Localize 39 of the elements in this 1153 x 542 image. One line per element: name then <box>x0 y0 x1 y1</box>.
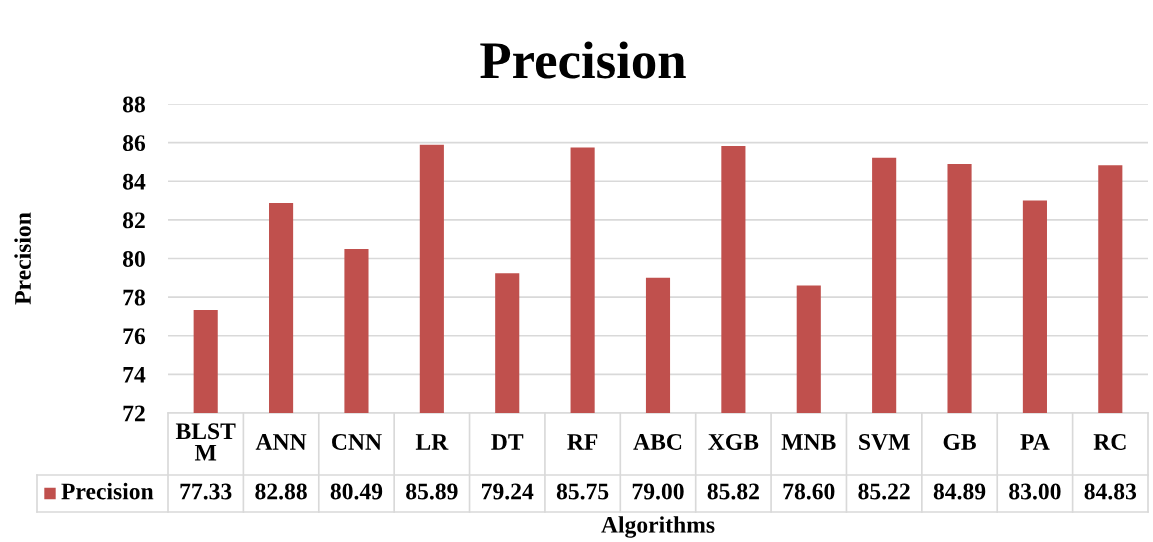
x-tick-label: LR <box>415 434 449 450</box>
legend-label: Precision <box>61 482 154 500</box>
x-tick-label: GB <box>943 434 976 450</box>
data-label: 84.83 <box>1084 483 1137 500</box>
x-axis-title: Algorithms <box>601 516 715 538</box>
data-label: 79.00 <box>632 483 684 500</box>
x-tick-label: ABC <box>633 434 682 450</box>
data-label: 83.00 <box>1009 483 1061 500</box>
data-label: 77.33 <box>180 483 232 500</box>
y-tick-label: 76 <box>123 328 146 345</box>
y-tick-label: 86 <box>122 135 146 152</box>
x-tick-label: XGB <box>708 434 759 450</box>
x-tick-label: BLSTM <box>175 423 236 461</box>
data-label: 85.75 <box>556 483 609 500</box>
y-tick-label: 88 <box>122 96 145 113</box>
y-tick-label: 74 <box>123 367 146 383</box>
x-tick-label: MNB <box>781 434 836 450</box>
data-label: 85.82 <box>707 483 759 500</box>
data-label: 80.49 <box>330 483 383 500</box>
x-tick-label: PA <box>1020 434 1050 450</box>
x-tick-label: DT <box>491 434 524 450</box>
y-tick-label: 72 <box>123 405 145 422</box>
x-tick-label: SVM <box>859 434 910 451</box>
data-label: 79.24 <box>482 483 534 500</box>
data-label: 78.60 <box>783 483 835 500</box>
x-tick-label: CNN <box>332 434 382 450</box>
y-tick-label: 82 <box>122 212 145 229</box>
data-label: 84.89 <box>933 483 986 500</box>
y-tick-label: 84 <box>122 173 146 190</box>
x-tick-label: ANN <box>255 434 307 450</box>
y-axis-title: Precision <box>14 212 31 305</box>
data-label: 82.88 <box>255 483 307 500</box>
y-tick-label: 78 <box>123 289 145 306</box>
x-tick-label: RC <box>1093 434 1126 450</box>
y-tick-label: 80 <box>122 250 145 267</box>
data-label: 85.22 <box>858 483 910 500</box>
x-tick-label: RF <box>567 434 598 450</box>
chart-title: Precision <box>480 41 686 79</box>
data-label: 85.89 <box>406 483 458 500</box>
